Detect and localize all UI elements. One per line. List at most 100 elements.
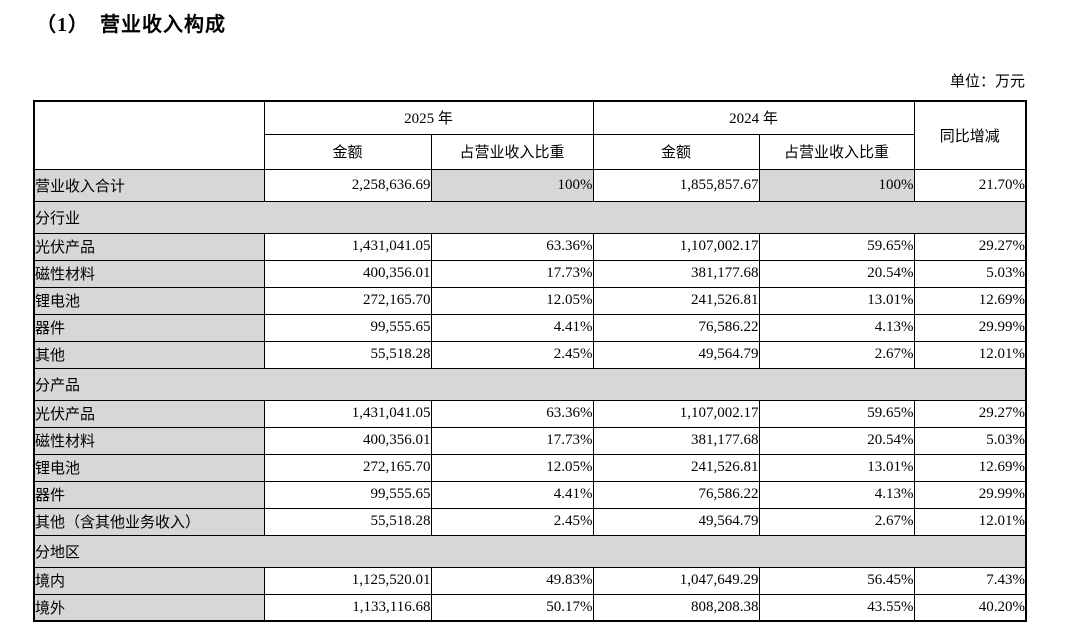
header-year-2024: 2024 年 [592, 100, 915, 135]
row-label: 磁性材料 [33, 426, 265, 455]
row-label: 光伏产品 [33, 399, 265, 428]
share-2024-cell: 2.67% [758, 507, 915, 536]
row-label: 境内 [33, 566, 265, 595]
page-title: （1） 营业收入构成 [36, 14, 226, 36]
yoy-change-cell: 29.27% [913, 399, 1027, 428]
yoy-change-cell: 5.03% [913, 259, 1027, 288]
header-corner-cell [33, 100, 265, 170]
amount-2024-cell: 241,526.81 [592, 453, 760, 482]
share-2025-cell: 17.73% [430, 426, 594, 455]
table-body: 营业收入合计 2,258,636.69 100% 1,855,857.67 100% 21… [33, 168, 1027, 622]
table-row: 器件 99,555.65 4.41% 76,586.22 4.13% 29.99% [33, 313, 1027, 342]
header-amount-2024: 金额 [592, 133, 760, 170]
yoy-change-cell: 12.69% [913, 453, 1027, 482]
table-row: 分地区 [33, 534, 1027, 568]
amount-2024-cell: 76,586.22 [592, 480, 760, 509]
share-2024-cell: 2.67% [758, 340, 915, 369]
share-2024-cell: 20.54% [758, 259, 915, 288]
row-label: 器件 [33, 480, 265, 509]
yoy-change-cell: 40.20% [913, 593, 1027, 622]
header-row-years: 2025 年 2024 年 同比增减 [33, 100, 1027, 170]
share-2024-cell: 56.45% [758, 566, 915, 595]
amount-2025-cell: 400,356.01 [263, 426, 432, 455]
table-row: 磁性材料 400,356.01 17.73% 381,177.68 20.54% 5.03… [33, 426, 1027, 455]
share-2025-cell: 4.41% [430, 313, 594, 342]
share-2025-cell: 17.73% [430, 259, 594, 288]
share-2025-cell: 63.36% [430, 399, 594, 428]
share-2025-cell: 63.36% [430, 232, 594, 261]
share-2025-cell: 12.05% [430, 286, 594, 315]
row-label: 器件 [33, 313, 265, 342]
table-row: 分产品 [33, 367, 1027, 401]
table-row: 分行业 [33, 200, 1027, 234]
share-2024-cell: 59.65% [758, 399, 915, 428]
amount-2024-cell: 1,855,857.67 [592, 168, 760, 202]
share-2024-cell: 20.54% [758, 426, 915, 455]
amount-2024-cell: 808,208.38 [592, 593, 760, 622]
yoy-change-cell: 12.01% [913, 507, 1027, 536]
share-2024-cell: 13.01% [758, 453, 915, 482]
share-2024-cell: 13.01% [758, 286, 915, 315]
share-2024-cell: 59.65% [758, 232, 915, 261]
header-amount-2025: 金额 [263, 133, 432, 170]
share-2025-cell: 50.17% [430, 593, 594, 622]
yoy-change-cell: 29.99% [913, 480, 1027, 509]
amount-2024-cell: 381,177.68 [592, 426, 760, 455]
share-2024-cell: 4.13% [758, 313, 915, 342]
amount-2025-cell: 1,125,520.01 [263, 566, 432, 595]
amount-2025-cell: 1,431,041.05 [263, 399, 432, 428]
share-2025-cell: 2.45% [430, 507, 594, 536]
row-label: 磁性材料 [33, 259, 265, 288]
share-2025-cell: 49.83% [430, 566, 594, 595]
table-row: 光伏产品 1,431,041.05 63.36% 1,107,002.17 59.65%… [33, 399, 1027, 428]
row-label: 其他（含其他业务收入） [33, 507, 265, 536]
amount-2025-cell: 99,555.65 [263, 313, 432, 342]
amount-2024-cell: 49,564.79 [592, 507, 760, 536]
amount-2025-cell: 400,356.01 [263, 259, 432, 288]
section-label: 分地区 [33, 534, 1027, 568]
amount-2025-cell: 1,133,116.68 [263, 593, 432, 622]
table-row: 境内 1,125,520.01 49.83% 1,047,649.29 56.45% 7.… [33, 566, 1027, 595]
amount-2025-cell: 55,518.28 [263, 507, 432, 536]
header-share-2025: 占营业收入比重 [430, 133, 594, 170]
table-row: 境外 1,133,116.68 50.17% 808,208.38 43.55% 40.2… [33, 593, 1027, 622]
header-row-measures: 金额 占营业收入比重 金额 占营业收入比重 [34, 133, 1026, 170]
share-2024-cell: 4.13% [758, 480, 915, 509]
yoy-change-cell: 12.69% [913, 286, 1027, 315]
amount-2024-cell: 1,047,649.29 [592, 566, 760, 595]
yoy-change-cell: 29.27% [913, 232, 1027, 261]
table-row: 锂电池 272,165.70 12.05% 241,526.81 13.01% 12.69… [33, 286, 1027, 315]
yoy-change-cell: 21.70% [913, 168, 1027, 202]
amount-2024-cell: 1,107,002.17 [592, 232, 760, 261]
amount-2024-cell: 381,177.68 [592, 259, 760, 288]
share-2025-cell: 12.05% [430, 453, 594, 482]
yoy-change-cell: 7.43% [913, 566, 1027, 595]
share-2024-cell: 100% [758, 168, 915, 202]
row-label: 光伏产品 [33, 232, 265, 261]
amount-2024-cell: 76,586.22 [592, 313, 760, 342]
yoy-change-cell: 29.99% [913, 313, 1027, 342]
table-row: 光伏产品 1,431,041.05 63.36% 1,107,002.17 59.65%… [33, 232, 1027, 261]
row-label: 营业收入合计 [33, 168, 265, 202]
amount-2025-cell: 272,165.70 [263, 286, 432, 315]
amount-2025-cell: 1,431,041.05 [263, 232, 432, 261]
section-label: 分产品 [33, 367, 1027, 401]
table-row: 营业收入合计 2,258,636.69 100% 1,855,857.67 100% 21… [33, 168, 1027, 202]
table-row: 锂电池 272,165.70 12.05% 241,526.81 13.01% 12.69… [33, 453, 1027, 482]
amount-2024-cell: 49,564.79 [592, 340, 760, 369]
yoy-change-cell: 5.03% [913, 426, 1027, 455]
amount-2024-cell: 1,107,002.17 [592, 399, 760, 428]
table-row: 器件 99,555.65 4.41% 76,586.22 4.13% 29.99% [33, 480, 1027, 509]
share-2025-cell: 100% [430, 168, 594, 202]
row-label: 锂电池 [33, 453, 265, 482]
share-2025-cell: 2.45% [430, 340, 594, 369]
amount-2025-cell: 272,165.70 [263, 453, 432, 482]
yoy-change-cell: 12.01% [913, 340, 1027, 369]
row-label: 境外 [33, 593, 265, 622]
table-row: 其他 55,518.28 2.45% 49,564.79 2.67% 12.01% [33, 340, 1027, 369]
share-2024-cell: 43.55% [758, 593, 915, 622]
amount-2025-cell: 55,518.28 [263, 340, 432, 369]
row-label: 锂电池 [33, 286, 265, 315]
revenue-composition-table: 2025 年 2024 年 同比增减 金额 占营业收入比重 金额 占营业收入比重… [33, 100, 1028, 622]
